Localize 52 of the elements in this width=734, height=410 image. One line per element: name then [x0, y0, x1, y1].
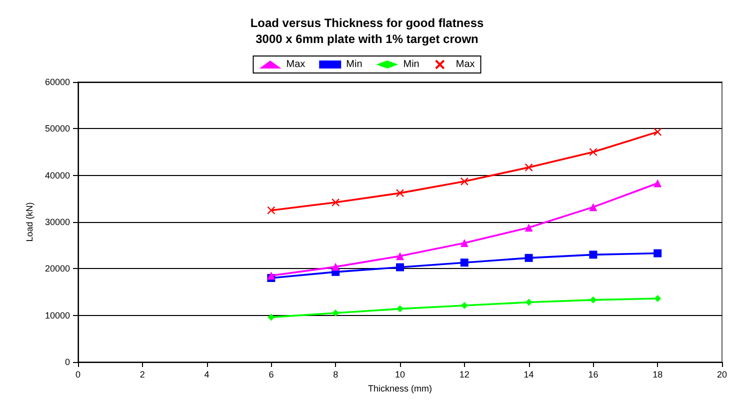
y-tick-label: 30000	[44, 217, 70, 227]
point	[460, 302, 468, 310]
x-tick-label: 4	[204, 370, 210, 380]
y-tick-label: 0	[64, 357, 70, 367]
x-tick-label: 6	[268, 370, 274, 380]
point	[524, 254, 533, 262]
point	[524, 224, 533, 232]
point	[589, 148, 598, 156]
point	[460, 177, 468, 186]
point	[460, 258, 468, 267]
point	[332, 262, 340, 271]
legend-label: Max	[456, 59, 475, 70]
x-tick-label: 8	[333, 370, 338, 380]
legend-label: Min	[346, 59, 362, 70]
y-tick-label: 60000	[44, 77, 70, 87]
x-tick-label: 2	[140, 370, 145, 380]
y-tick-label: 50000	[44, 124, 70, 134]
point	[396, 263, 404, 272]
x-tick-label: 10	[394, 370, 406, 380]
point	[396, 252, 404, 260]
x-axis-title: Thickness (mm)	[368, 384, 432, 394]
point	[654, 249, 662, 258]
x-tick-label: 20	[716, 370, 728, 380]
x-tick-label: 14	[524, 370, 534, 380]
point	[590, 296, 597, 304]
point	[525, 298, 532, 306]
chart-title: Load versus Thickness for good flatness	[250, 16, 484, 30]
chart-subtitle: 3000 x 6mm plate with 1% target crown	[256, 32, 478, 46]
point	[654, 179, 662, 188]
legend-label: Max	[286, 59, 306, 70]
point	[589, 250, 598, 259]
legend-label: Min	[403, 59, 420, 70]
point	[396, 188, 404, 198]
point	[268, 314, 275, 321]
x-tick-label: 16	[588, 370, 598, 380]
x-tick-label: 12	[459, 370, 470, 380]
point	[267, 206, 276, 214]
point	[267, 272, 276, 280]
point	[332, 310, 340, 316]
y-tick-label: 40000	[44, 170, 70, 180]
x-tick-label: 0	[75, 370, 81, 380]
point	[654, 128, 662, 136]
point	[460, 239, 468, 247]
y-axis-title: Load (kN)	[24, 202, 34, 242]
point	[332, 198, 340, 206]
point	[589, 203, 598, 212]
point	[524, 163, 533, 172]
point	[396, 305, 404, 312]
y-tick-label: 20000	[44, 264, 70, 274]
x-tick-label: 18	[652, 370, 663, 380]
y-tick-label: 10000	[44, 310, 70, 320]
point	[654, 295, 662, 302]
